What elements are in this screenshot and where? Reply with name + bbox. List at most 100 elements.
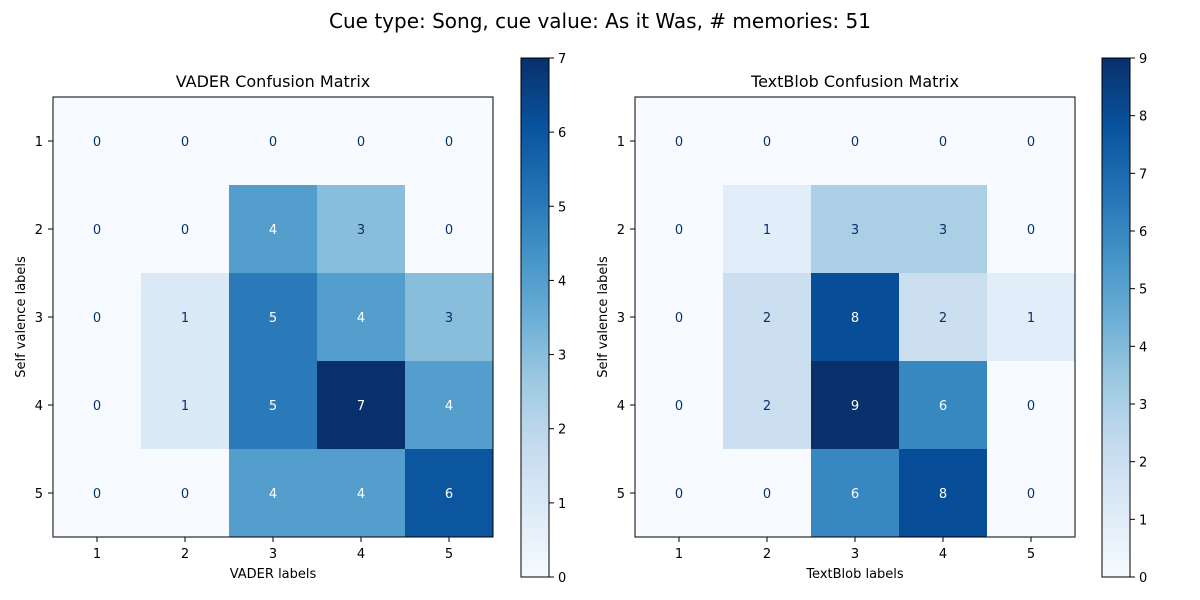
- cell-value-label: 0: [93, 487, 101, 502]
- heatmap-cell: [635, 449, 724, 538]
- heatmap-cell: [723, 185, 812, 274]
- cell-value-label: 0: [675, 135, 683, 150]
- heatmap-cell: [987, 449, 1076, 538]
- y-tick-label: 5: [617, 487, 625, 502]
- heatmap-cell: [141, 185, 230, 274]
- cell-value-label: 4: [357, 311, 365, 326]
- heatmap-cell: [141, 273, 230, 362]
- colorbar-tick-label: 7: [1139, 167, 1147, 182]
- heatmap-cell: [405, 361, 494, 450]
- heatmap-cell: [723, 273, 812, 362]
- heatmap-cell: [405, 97, 494, 186]
- heatmap-cell: [635, 97, 724, 186]
- heatmap-cell: [635, 273, 724, 362]
- cell-value-label: 0: [675, 399, 683, 414]
- vader-confusion-matrix-panel: VADER Confusion Matrix 0 0 0 0 0 0 0 4 3 0 0 1 5 4 3 0 1 5…: [14, 52, 566, 586]
- cell-value-label: 0: [93, 311, 101, 326]
- cell-value-label: 0: [93, 399, 101, 414]
- colorbar-tick-label: 9: [1139, 52, 1147, 67]
- heatmap-cell: [53, 449, 142, 538]
- heatmap-cell: [229, 97, 318, 186]
- cell-value-label: 1: [181, 311, 189, 326]
- heatmap-cell: [811, 273, 900, 362]
- colorbar-tick-label: 1: [1139, 513, 1147, 528]
- heatmap-cell: [635, 361, 724, 450]
- cell-value-label: 0: [269, 135, 277, 150]
- cell-value-label: 0: [1027, 135, 1035, 150]
- y-tick-label: 3: [617, 311, 625, 326]
- textblob-x-axis-label: TextBlob labels: [805, 567, 904, 582]
- x-tick-label: 4: [939, 547, 947, 562]
- cell-value-label: 3: [445, 311, 453, 326]
- vader-x-axis-label: VADER labels: [230, 567, 317, 582]
- heatmap-cell: [811, 97, 900, 186]
- cell-value-label: 0: [445, 135, 453, 150]
- cell-value-label: 0: [1027, 487, 1035, 502]
- cell-value-label: 4: [269, 223, 277, 238]
- heatmap-cell: [317, 185, 406, 274]
- cell-value-label: 0: [93, 135, 101, 150]
- cell-value-label: 0: [93, 223, 101, 238]
- heatmap-cell: [723, 449, 812, 538]
- heatmap-cell: [987, 97, 1076, 186]
- x-tick-label: 3: [269, 547, 277, 562]
- colorbar-tick-label: 0: [1139, 571, 1147, 586]
- heatmap-cell: [635, 185, 724, 274]
- cell-value-label: 5: [269, 399, 277, 414]
- cell-value-label: 0: [851, 135, 859, 150]
- vader-y-axis-label: Self valence labels: [14, 256, 29, 378]
- heatmap-cell: [317, 273, 406, 362]
- textblob-y-axis-label: Self valence labels: [596, 256, 611, 378]
- heatmap-cell: [405, 273, 494, 362]
- colorbar-tick-label: 3: [558, 349, 566, 364]
- colorbar-tick-label: 5: [558, 200, 566, 215]
- colorbar-tick-label: 2: [1139, 456, 1147, 471]
- colorbar-tick-label: 6: [558, 126, 566, 141]
- y-tick-label: 4: [617, 399, 625, 414]
- cell-value-label: 2: [939, 311, 947, 326]
- x-tick-label: 1: [93, 547, 101, 562]
- cell-value-label: 0: [181, 487, 189, 502]
- cell-value-label: 6: [851, 487, 859, 502]
- cell-value-label: 0: [181, 223, 189, 238]
- cell-value-label: 0: [357, 135, 365, 150]
- vader-colorbar: [520, 57, 550, 578]
- colorbar-tick-label: 5: [1139, 283, 1147, 298]
- colorbar-tick-label: 4: [1139, 340, 1147, 355]
- cell-value-label: 0: [445, 223, 453, 238]
- colorbar-tick-label: 7: [558, 52, 566, 67]
- heatmap-cell: [229, 185, 318, 274]
- colorbar-tick-label: 3: [1139, 398, 1147, 413]
- heatmap-cell: [141, 361, 230, 450]
- cell-value-label: 3: [851, 223, 859, 238]
- cell-value-label: 0: [675, 311, 683, 326]
- cell-value-label: 9: [851, 399, 859, 414]
- textblob-colorbar: [1101, 57, 1131, 578]
- heatmap-cell: [141, 449, 230, 538]
- y-tick-label: 2: [617, 223, 625, 238]
- heatmap-cell: [899, 185, 988, 274]
- cell-value-label: 5: [269, 311, 277, 326]
- cell-value-label: 8: [939, 487, 947, 502]
- colorbar-tick-label: 2: [558, 423, 566, 438]
- cell-value-label: 0: [1027, 399, 1035, 414]
- cell-value-label: 0: [763, 487, 771, 502]
- x-tick-label: 3: [851, 547, 859, 562]
- cell-value-label: 4: [357, 487, 365, 502]
- textblob-chart-title: TextBlob Confusion Matrix: [750, 72, 959, 91]
- heatmap-cell: [317, 361, 406, 450]
- heatmap-cell: [317, 97, 406, 186]
- heatmap-cell: [899, 97, 988, 186]
- cell-value-label: 7: [357, 399, 365, 414]
- cell-value-label: 6: [939, 399, 947, 414]
- heatmap-cell: [723, 361, 812, 450]
- cell-value-label: 0: [1027, 223, 1035, 238]
- x-tick-label: 1: [675, 547, 683, 562]
- heatmap-cell: [53, 273, 142, 362]
- x-tick-label: 5: [445, 547, 453, 562]
- cell-value-label: 0: [939, 135, 947, 150]
- y-tick-label: 3: [35, 311, 43, 326]
- cell-value-label: 0: [763, 135, 771, 150]
- x-tick-label: 2: [181, 547, 189, 562]
